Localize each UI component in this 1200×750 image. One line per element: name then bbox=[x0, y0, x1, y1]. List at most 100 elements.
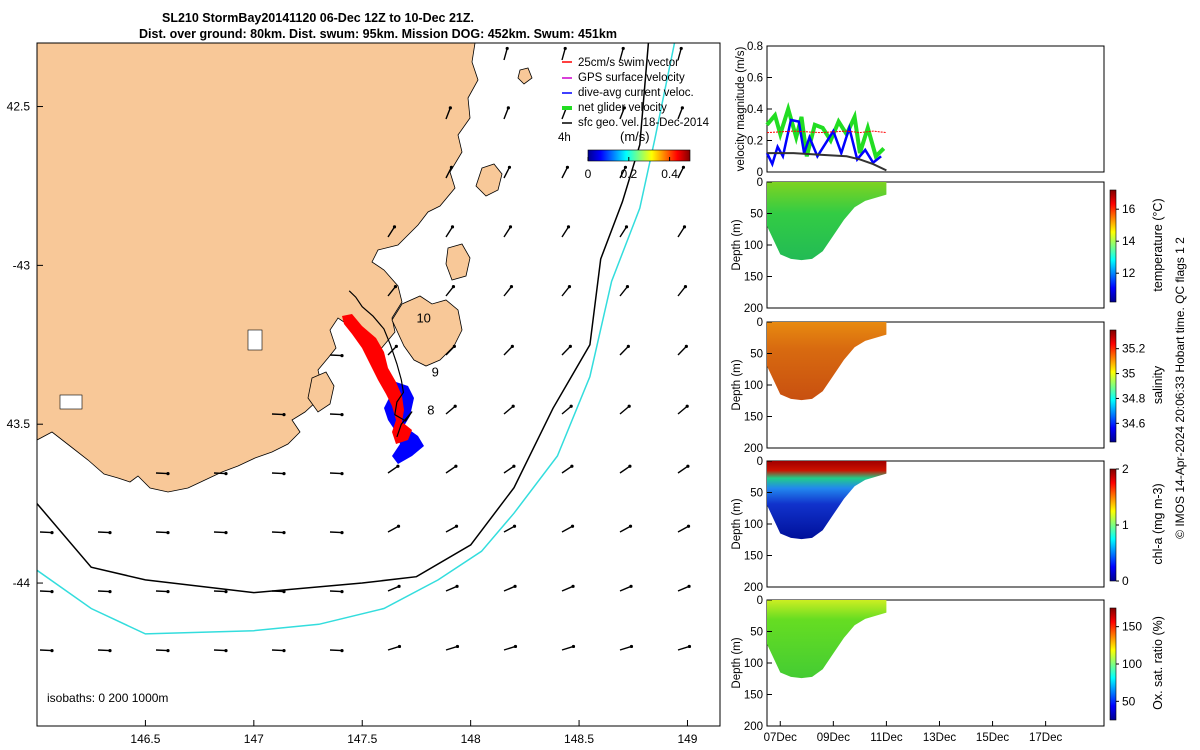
section-cb-tick-label: 50 bbox=[1122, 694, 1136, 708]
section-xtick-label: 13Dec bbox=[923, 732, 956, 744]
sfc-velocity-arrow bbox=[387, 644, 402, 651]
sfc-velocity-arrow bbox=[213, 471, 228, 476]
section-ytick-label: 50 bbox=[750, 488, 763, 500]
section-ytick-label: 50 bbox=[750, 349, 763, 361]
sfc-velocity-arrow bbox=[155, 589, 170, 594]
isobaths-label: isobaths: 0 200 1000m bbox=[47, 691, 168, 705]
sfc-velocity-arrow bbox=[677, 225, 687, 238]
sfc-velocity-arrow bbox=[503, 644, 518, 651]
oxygen-section: 0 50 100 150 200 Depth (m) 50 100 150 Ox. sat. ra… bbox=[731, 595, 1165, 733]
velocity-y-ticks: 0 0.2 0.4 0.6 0.8 bbox=[747, 41, 772, 179]
map-xtick-label: 147 bbox=[244, 732, 264, 746]
section-colorbar-label: temperature (°C) bbox=[1151, 198, 1165, 291]
velocity-panel: 0 0.2 0.4 0.6 0.8 velocity magnitude (m/s) bbox=[735, 41, 1105, 179]
land-island-2 bbox=[445, 243, 471, 281]
section-ytick-label: 150 bbox=[744, 690, 763, 702]
speed-cb-tick-label: 0.2 bbox=[620, 167, 637, 181]
map-panel: 10 9 8 146.5 147 147.5 148 148.5 149 42.5 -43 43.5… bbox=[7, 42, 721, 746]
sfc-velocity-arrow bbox=[271, 412, 286, 417]
sfc-velocity-arrow bbox=[561, 344, 572, 356]
velocity-ylabel: velocity magnitude (m/s) bbox=[735, 47, 747, 172]
sfc-velocity-arrow bbox=[445, 165, 454, 179]
map-xtick-label: 149 bbox=[677, 732, 697, 746]
map-ytick-label: -44 bbox=[13, 576, 31, 590]
section-colorbar bbox=[1109, 329, 1117, 443]
land-peninsula bbox=[391, 295, 463, 367]
isobath-1000m bbox=[37, 43, 676, 635]
sfc-velocity-arrow bbox=[561, 644, 576, 651]
section-colorbar bbox=[1109, 468, 1117, 582]
section-colorbar-label: salinity bbox=[1151, 365, 1165, 404]
section-ytick-label: 100 bbox=[744, 380, 763, 392]
sfc-velocity-arrow bbox=[677, 285, 688, 297]
sfc-velocity-arrow bbox=[503, 524, 517, 533]
sfc-velocity-arrow bbox=[445, 106, 452, 120]
sfc-velocity-arrow bbox=[445, 644, 460, 651]
day-marker-9: 9 bbox=[432, 365, 439, 380]
map-xtick-label: 148 bbox=[461, 732, 481, 746]
sfc-velocity-arrow bbox=[271, 471, 286, 476]
legend-swim-vector: 25cm/s swim vector bbox=[578, 57, 679, 69]
section-xtick-label: 11Dec bbox=[870, 732, 903, 744]
title-line-2: Dist. over ground: 80km. Dist. swum: 95k… bbox=[139, 27, 617, 41]
sfc-velocity-arrow bbox=[503, 106, 510, 120]
sfc-velocity-arrow bbox=[561, 165, 570, 179]
section-ytick-label: 0 bbox=[757, 177, 763, 189]
sfc-velocity-arrow bbox=[677, 344, 688, 356]
glider-track-line bbox=[348, 290, 413, 438]
section-ytick-label: 200 bbox=[744, 582, 763, 594]
sfc-velocity-arrow bbox=[155, 648, 170, 653]
velocity-series bbox=[765, 101, 887, 172]
sfc-velocity-arrow bbox=[619, 46, 625, 61]
section-ytick-label: 200 bbox=[744, 443, 763, 455]
side-note: © IMOS 14-Apr-2024 20:06:33 Hobart time.… bbox=[1173, 237, 1187, 539]
sfc-velocity-arrow bbox=[561, 584, 575, 592]
sfc-velocity-arrow bbox=[561, 46, 567, 61]
speed-cb-tick-label: 0.4 bbox=[661, 167, 678, 181]
section-cb-tick-label: 16 bbox=[1122, 202, 1136, 216]
land-tasmania bbox=[37, 43, 479, 493]
legend-dive-avg: dive-avg current veloc. bbox=[578, 87, 694, 99]
sfc-velocity-arrow bbox=[329, 648, 344, 653]
section-data-fill bbox=[767, 600, 887, 679]
sfc-velocity-arrow bbox=[445, 344, 456, 356]
section-ytick-label: 0 bbox=[757, 317, 763, 329]
sfc-velocity-arrow bbox=[445, 464, 458, 474]
sfc-velocity-arrow bbox=[155, 530, 170, 535]
speed-colorbar-ticks: 0 0.2 0.4 bbox=[585, 157, 678, 181]
legend-net-glider: net glider velocity bbox=[578, 102, 667, 114]
section-xtick-label: 09Dec bbox=[817, 732, 850, 744]
section-colorbar bbox=[1109, 189, 1117, 303]
sfc-velocity-arrow bbox=[387, 584, 401, 592]
section-cb-tick-label: 100 bbox=[1122, 657, 1142, 671]
sfc-velocity-arrow bbox=[39, 589, 54, 594]
sfc-velocity-arrow bbox=[97, 530, 112, 535]
sfc-velocity-arrow bbox=[503, 464, 516, 474]
speed-cb-tick-label: 0 bbox=[585, 167, 592, 181]
sfc-velocity-arrow bbox=[503, 404, 515, 415]
sfc-velocity-arrow bbox=[561, 464, 574, 474]
land-island-1 bbox=[475, 163, 503, 197]
section-colorbar bbox=[1109, 607, 1117, 721]
sfc-velocity-arrow bbox=[271, 589, 286, 594]
map-xtick-label: 147.5 bbox=[347, 732, 377, 746]
sfc-velocity-arrow bbox=[619, 225, 629, 238]
section-xtick-label: 07Dec bbox=[764, 732, 797, 744]
sfc-velocity-arrow bbox=[503, 584, 517, 592]
sfc-velocity-arrow bbox=[329, 353, 344, 358]
surface-velocity-arrows bbox=[39, 46, 692, 653]
section-ylabel: Depth (m) bbox=[731, 637, 743, 688]
section-cb-tick-label: 150 bbox=[1122, 620, 1142, 634]
sfc-velocity-arrow bbox=[445, 524, 459, 533]
section-xtick-label: 17Dec bbox=[1029, 732, 1062, 744]
section-ytick-label: 150 bbox=[744, 412, 763, 424]
map-ytick-label: 43.5 bbox=[7, 417, 31, 431]
velocity-ytick-label: 0 bbox=[757, 167, 763, 179]
section-ytick-label: 150 bbox=[744, 551, 763, 563]
sfc-velocity-arrow bbox=[503, 285, 514, 297]
sfc-velocity-arrow bbox=[271, 648, 286, 653]
swim-vector-band bbox=[342, 314, 412, 444]
glider-track bbox=[342, 290, 424, 464]
